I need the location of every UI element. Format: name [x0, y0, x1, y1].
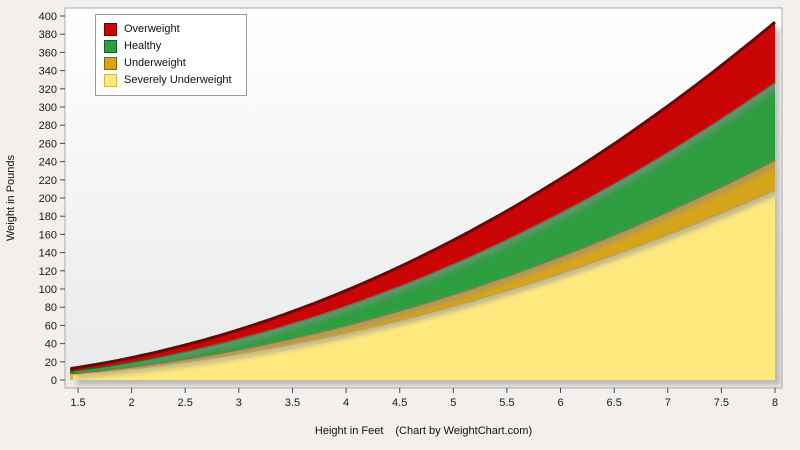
y-tick-label: 260: [39, 138, 57, 150]
legend-swatch-underweight: [104, 57, 117, 70]
area-severely-underweight: [71, 189, 776, 380]
y-tick-label: 320: [39, 84, 57, 96]
y-tick-label: 140: [39, 248, 57, 260]
y-tick-label: 280: [39, 120, 57, 132]
x-tick-label: 3: [236, 397, 242, 409]
x-axis-title-text: Height in Feet: [314, 425, 384, 437]
x-tick-label: 7.5: [714, 397, 729, 409]
legend-swatch-overweight: [104, 23, 117, 36]
y-tick-label: 40: [45, 339, 57, 351]
y-tick-label: 100: [39, 284, 57, 296]
y-tick-label: 20: [45, 357, 57, 369]
legend-swatch-severely-underweight: [104, 74, 117, 87]
x-tick-label: 6: [557, 397, 563, 409]
y-tick-label: 200: [39, 193, 57, 205]
x-tick-label: 5: [450, 397, 456, 409]
area-edge-overweight: [70, 20, 776, 371]
legend-item-severely-underweight: Severely Underweight: [104, 73, 232, 88]
x-tick-label: 6.5: [607, 397, 622, 409]
x-tick-label: 4.5: [392, 397, 407, 409]
legend-item-healthy: Healthy: [104, 39, 232, 54]
legend-label: Healthy: [124, 40, 162, 52]
y-tick-label: 340: [39, 66, 57, 78]
y-tick-label: 240: [39, 157, 57, 169]
y-tick-label: 220: [39, 175, 57, 187]
y-tick-label: 180: [39, 211, 57, 223]
x-tick-label: 8: [772, 397, 778, 409]
legend-item-overweight: Overweight: [104, 22, 232, 37]
y-tick-label: 0: [51, 375, 57, 387]
x-tick-label: 2: [129, 397, 135, 409]
x-tick-label: 2.5: [178, 397, 193, 409]
x-tick-label: 4: [343, 397, 349, 409]
chart-bands: [70, 20, 781, 385]
y-tick-label: 380: [39, 29, 57, 41]
legend: Overweight Healthy Underweight Severely Und…: [95, 14, 247, 96]
x-axis-title: Height in Feet (Chart by WeightChart.com): [65, 425, 782, 437]
y-tick-label: 80: [45, 302, 57, 314]
x-tick-label: 5.5: [499, 397, 514, 409]
y-tick-label: 160: [39, 229, 57, 241]
y-axis-title: Weight in Pounds: [5, 154, 17, 241]
x-tick-label: 7: [665, 397, 671, 409]
legend-item-underweight: Underweight: [104, 56, 232, 71]
y-tick-label: 360: [39, 47, 57, 59]
axes: 0 20 40 60 80 100 120 140 160 180 200 220 240 260 280 3…: [39, 11, 778, 409]
y-tick-label: 400: [39, 11, 57, 23]
legend-label: Severely Underweight: [124, 74, 232, 86]
x-tick-label: 1.5: [70, 397, 85, 409]
legend-label: Overweight: [124, 23, 180, 35]
chart-credit: (Chart by WeightChart.com): [395, 425, 533, 437]
legend-label: Underweight: [124, 57, 186, 69]
y-tick-label: 300: [39, 102, 57, 114]
y-tick-label: 120: [39, 266, 57, 278]
x-tick-label: 3.5: [285, 397, 300, 409]
legend-swatch-healthy: [104, 40, 117, 53]
y-tick-label: 60: [45, 320, 57, 332]
